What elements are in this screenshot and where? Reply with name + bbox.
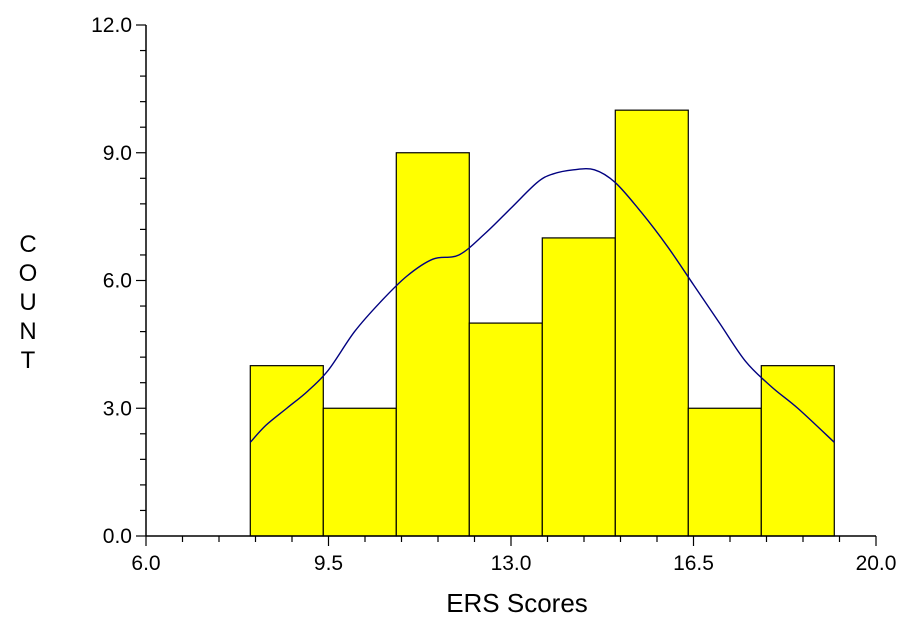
histogram-bar bbox=[760, 365, 835, 537]
histogram-bar bbox=[322, 407, 397, 537]
x-axis-label: ERS Scores bbox=[446, 588, 588, 618]
y-axis-label-letter: T bbox=[21, 347, 36, 374]
histogram-bar bbox=[541, 237, 616, 537]
y-tick-label: 6.0 bbox=[103, 270, 132, 293]
x-tick-label: 13.0 bbox=[491, 552, 532, 575]
y-tick-label: 3.0 bbox=[103, 397, 132, 420]
histogram-bar bbox=[468, 322, 543, 537]
x-tick-label: 9.5 bbox=[314, 552, 343, 575]
histogram-bars bbox=[249, 109, 835, 537]
histogram-bar bbox=[395, 152, 470, 537]
y-tick-label: 0.0 bbox=[103, 525, 132, 548]
histogram-bar bbox=[249, 365, 324, 537]
axis-ticks bbox=[136, 24, 877, 546]
y-axis-label-letter: U bbox=[19, 289, 36, 316]
y-tick-label: 12.0 bbox=[91, 14, 132, 37]
y-axis-label-letter: C bbox=[19, 231, 36, 258]
y-axis-label-letter: O bbox=[19, 260, 38, 287]
y-axis-label-letter: N bbox=[19, 318, 36, 345]
density-curve bbox=[249, 167, 835, 443]
histogram-bar bbox=[614, 109, 689, 537]
x-tick-label: 20.0 bbox=[856, 552, 897, 575]
x-tick-label: 6.0 bbox=[131, 552, 160, 575]
histogram-bar bbox=[687, 407, 762, 537]
y-tick-label: 9.0 bbox=[103, 142, 132, 165]
axis-tick-labels: 0.0 3.0 6.0 9.0 12.0 6.0 9.5 13.0 16.5 20.0 bbox=[91, 14, 896, 575]
x-tick-label: 16.5 bbox=[673, 552, 714, 575]
